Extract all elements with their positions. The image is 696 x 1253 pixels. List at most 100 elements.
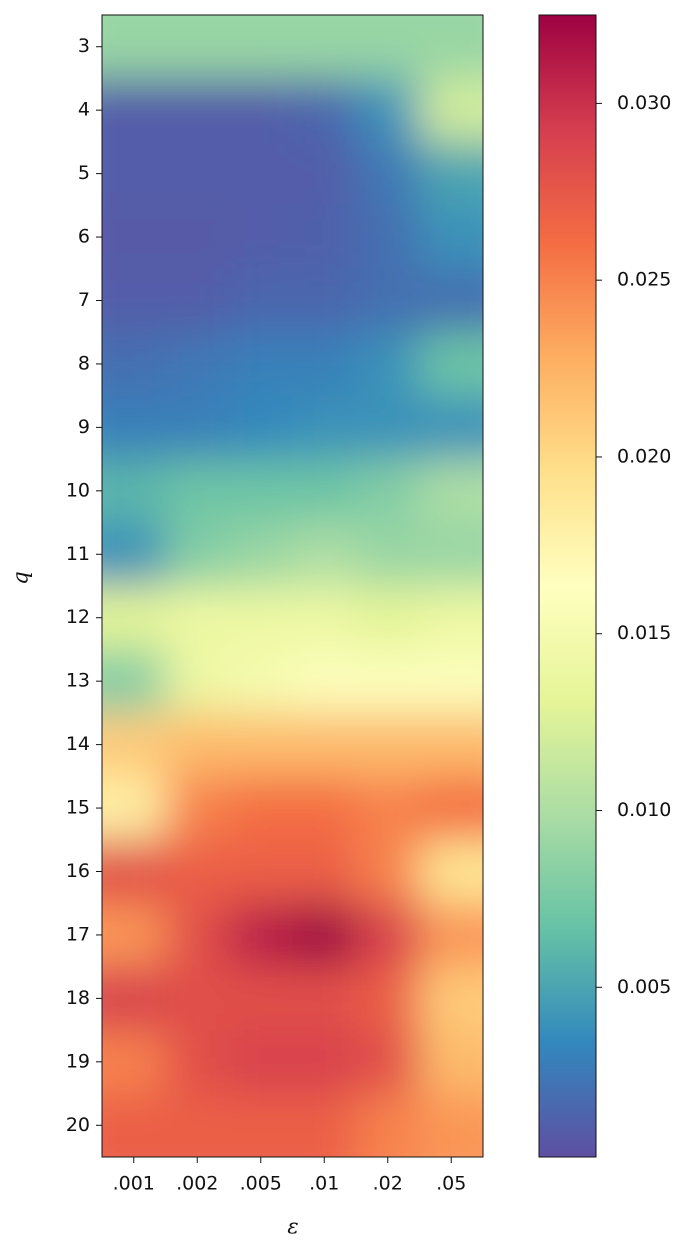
heatmap-cell — [356, 649, 420, 714]
heatmap-cell — [229, 332, 293, 397]
heatmap-cell — [356, 586, 420, 650]
heatmap-cell — [419, 903, 483, 968]
y-tick-label: 11 — [66, 543, 90, 565]
heatmap-cell — [419, 205, 483, 270]
heatmap-cell — [165, 903, 230, 968]
y-tick-label: 14 — [66, 733, 90, 755]
y-tick-label: 15 — [66, 797, 90, 819]
heatmap-cell — [229, 1030, 293, 1095]
heatmap-cell — [102, 649, 166, 714]
x-axis-label: ε — [287, 1215, 298, 1239]
heatmap-cell — [292, 332, 357, 397]
heatmap-cell — [356, 966, 420, 1031]
heatmap-cell — [102, 15, 166, 79]
heatmap-cell — [102, 903, 166, 968]
heatmap-cell — [356, 903, 420, 968]
heatmap-cell — [419, 141, 483, 206]
heatmap-cell — [356, 395, 420, 460]
heatmap-cell — [419, 522, 483, 587]
heatmap-cell — [292, 1030, 357, 1095]
y-tick-label: 12 — [66, 606, 90, 628]
heatmap-cell — [419, 78, 483, 143]
y-tick-label: 19 — [66, 1050, 90, 1072]
heatmap-cell — [292, 776, 357, 841]
y-tick-label: 10 — [66, 479, 90, 501]
heatmap-cell — [419, 1093, 483, 1157]
heatmap-cell — [419, 649, 483, 714]
y-tick-label: 4 — [78, 99, 90, 121]
heatmap-cell — [165, 332, 230, 397]
heatmap-cell — [102, 205, 166, 270]
heatmap-cell — [102, 78, 166, 143]
heatmap-cell — [102, 141, 166, 206]
heatmap-cell — [419, 15, 483, 79]
colorbar-tick-label: 0.005 — [617, 976, 671, 998]
heatmap-cell — [165, 141, 230, 206]
heatmap-cell — [102, 776, 166, 841]
heatmap-cell — [165, 268, 230, 333]
x-tick-label: .005 — [240, 1173, 282, 1195]
colorbar-tick-label: 0.020 — [617, 445, 671, 467]
heatmap-cell — [292, 1093, 357, 1157]
heatmap-cell — [292, 586, 357, 650]
heatmap-cell — [356, 712, 420, 777]
heatmap-cell — [229, 268, 293, 333]
heatmap-cell — [419, 395, 483, 460]
heatmap-cell — [102, 332, 166, 397]
heatmap-cell — [356, 522, 420, 587]
heatmap-cell — [356, 839, 420, 904]
heatmap-cell — [102, 268, 166, 333]
heatmap-cell — [102, 522, 166, 587]
plot-frame — [101, 14, 484, 1158]
heatmap-cell — [419, 268, 483, 333]
heatmap-cell — [356, 332, 420, 397]
heatmap-cell — [292, 205, 357, 270]
colorbar-tick-label: 0.025 — [617, 269, 671, 291]
heatmap-cell — [229, 205, 293, 270]
y-tick-label: 5 — [78, 162, 90, 184]
heatmap-cell — [292, 459, 357, 524]
heatmap-cell — [356, 459, 420, 524]
heatmap-cell — [165, 776, 230, 841]
colorbar — [538, 14, 597, 1158]
heatmap-cell — [356, 15, 420, 79]
heatmap-cell — [229, 522, 293, 587]
heatmap-cell — [419, 586, 483, 650]
heatmap-cell — [292, 649, 357, 714]
y-tick-label: 20 — [66, 1114, 90, 1136]
heatmap-cell — [102, 839, 166, 904]
x-tick-label: .02 — [373, 1173, 403, 1195]
heatmap — [102, 15, 483, 1157]
heatmap-cell — [419, 332, 483, 397]
heatmap-cell — [356, 1093, 420, 1157]
heatmap-cell — [356, 141, 420, 206]
heatmap-cell — [102, 395, 166, 460]
heatmap-cell — [165, 15, 230, 79]
heatmap-cell — [165, 839, 230, 904]
heatmap-cell — [165, 522, 230, 587]
heatmap-cell — [292, 78, 357, 143]
heatmap-cell — [419, 839, 483, 904]
heatmap-cell — [102, 1030, 166, 1095]
heatmap-cell — [292, 522, 357, 587]
heatmap-cell — [292, 268, 357, 333]
y-tick-label: 13 — [66, 670, 90, 692]
y-tick-label: 18 — [66, 987, 90, 1009]
x-tick-label: .002 — [176, 1173, 218, 1195]
heatmap-cell — [292, 15, 357, 79]
heatmap-cell — [165, 712, 230, 777]
y-tick-label: 17 — [66, 923, 90, 945]
heatmap-cell — [165, 1093, 230, 1157]
y-axis-label: q — [9, 571, 33, 584]
y-tick-label: 9 — [78, 416, 90, 438]
x-tick-label: .01 — [309, 1173, 339, 1195]
y-tick-label: 7 — [78, 289, 90, 311]
heatmap-cell — [229, 839, 293, 904]
heatmap-cell — [229, 903, 293, 968]
heatmap-cell — [165, 586, 230, 650]
x-tick-label: .05 — [436, 1173, 466, 1195]
heatmap-cell — [165, 966, 230, 1031]
heatmap-cell — [292, 966, 357, 1031]
heatmap-cell — [102, 1093, 166, 1157]
